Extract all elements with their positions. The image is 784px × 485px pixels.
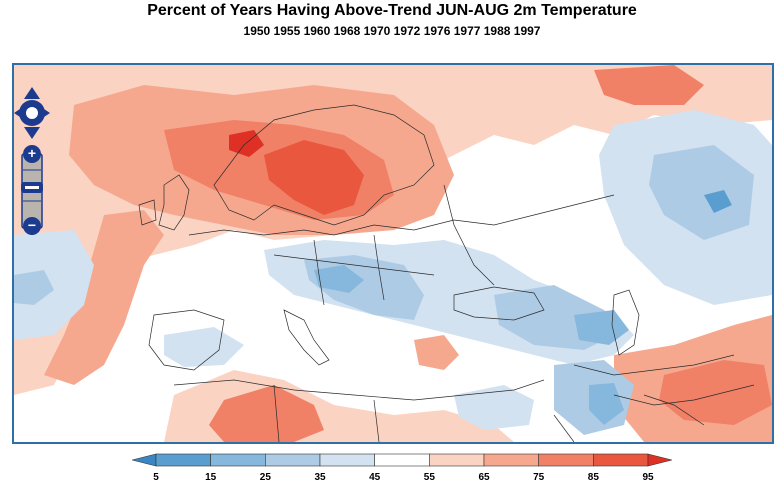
warm-anomaly-layer	[14, 65, 772, 442]
zoom-bar[interactable]: + −	[20, 144, 44, 236]
zoom-handle-grip	[25, 186, 39, 189]
cool-region-carpathian	[314, 265, 364, 293]
zoom-in-button[interactable]	[23, 145, 41, 163]
colorbar-segment	[429, 453, 485, 467]
cool-region-libya	[454, 385, 534, 430]
warm-region-east-north	[594, 65, 704, 105]
pan-right-icon[interactable]	[38, 105, 50, 121]
map-viewport[interactable]	[12, 63, 774, 444]
colorbar-segment	[374, 453, 430, 467]
coastline-caspian	[611, 289, 640, 356]
cool-region-caucasus	[574, 310, 629, 345]
zoom-in-icon: +	[28, 145, 36, 161]
warm-region-algeria	[209, 385, 324, 442]
colorbar-segment	[483, 453, 539, 467]
coastline-italy	[283, 309, 330, 366]
cool-anomaly-layer	[14, 110, 772, 435]
border-russia	[443, 184, 495, 286]
warm-region-sweden-max	[264, 140, 364, 215]
colorbar-segment	[265, 453, 321, 467]
colorbar-tick-label: 65	[478, 472, 490, 483]
pan-center	[26, 107, 38, 119]
colorbar-tick-label: 95	[642, 472, 654, 483]
cool-region-iberia-atlantic	[14, 230, 94, 340]
colorbar-extend-high	[647, 453, 672, 467]
colorbar-segment	[593, 453, 649, 467]
coastline-scandinavia	[213, 104, 435, 226]
colorbar-tick-label: 75	[533, 472, 545, 483]
cool-region-russia-core	[649, 145, 754, 240]
zoom-out-button[interactable]	[23, 217, 41, 235]
border-middle-east	[573, 354, 735, 376]
coastline-persian-gulf	[643, 394, 705, 426]
coastline-red-sea	[553, 414, 575, 442]
colorbar-labels: 5 15 25 35 45 55 65 75 85 95	[153, 472, 654, 483]
warm-region-norway-spot	[229, 130, 264, 157]
pan-up-icon[interactable]	[24, 87, 40, 99]
border-europe-1	[273, 254, 435, 276]
pan-left-icon[interactable]	[14, 105, 26, 121]
coastline-mediterranean-south	[173, 379, 545, 401]
colorbar-segment	[155, 453, 211, 467]
colorbar-segment	[319, 453, 375, 467]
warm-region-greece	[414, 335, 459, 370]
cool-region-mediterranean-west	[164, 327, 244, 367]
coastline-iberia	[148, 309, 225, 371]
colorbar-segment	[538, 453, 594, 467]
colorbar-segment	[210, 453, 266, 467]
coastline-britain	[158, 174, 190, 231]
colorbar-extend-low	[132, 453, 157, 467]
pan-control[interactable]	[14, 87, 50, 139]
border-europe-3	[373, 234, 385, 301]
warm-region-atlantic-west	[44, 210, 164, 385]
colorbar-tick-label: 45	[369, 472, 381, 483]
coastline-continent	[188, 194, 615, 236]
colorbar-tick-label: 15	[205, 472, 217, 483]
colorbar-tick-label: 55	[424, 472, 436, 483]
colorbar-tick-label: 5	[153, 472, 159, 483]
map-title: Percent of Years Having Above-Trend JUN-…	[147, 2, 637, 19]
coastline-black-sea	[453, 286, 545, 321]
pan-down-icon[interactable]	[24, 127, 40, 139]
colorbar-segments	[132, 453, 672, 467]
border-africa-1	[273, 384, 280, 442]
cool-region-atlantic-spot	[14, 270, 54, 305]
colorbar-tick-label: 25	[260, 472, 272, 483]
colorbar-tick-label: 85	[588, 472, 600, 483]
anomaly-map	[14, 65, 772, 442]
cool-region-mesopotamia-core	[589, 383, 624, 425]
map-subtitle-years: 1950 1955 1960 1968 1970 1972 1976 1977 …	[243, 24, 541, 38]
border-europe-2	[313, 239, 325, 306]
border-arabia	[613, 384, 755, 406]
warm-region-arabia-core	[659, 360, 772, 425]
zoom-out-icon: −	[28, 217, 36, 233]
colorbar-tick-label: 35	[314, 472, 326, 483]
coastline-ireland	[138, 199, 157, 226]
colorbar-legend: 5 15 25 35 45 55 65 75 85 95	[132, 453, 672, 483]
coastline-layer	[138, 104, 755, 442]
cool-region-urals-spot	[704, 190, 732, 213]
border-africa-2	[373, 399, 380, 442]
